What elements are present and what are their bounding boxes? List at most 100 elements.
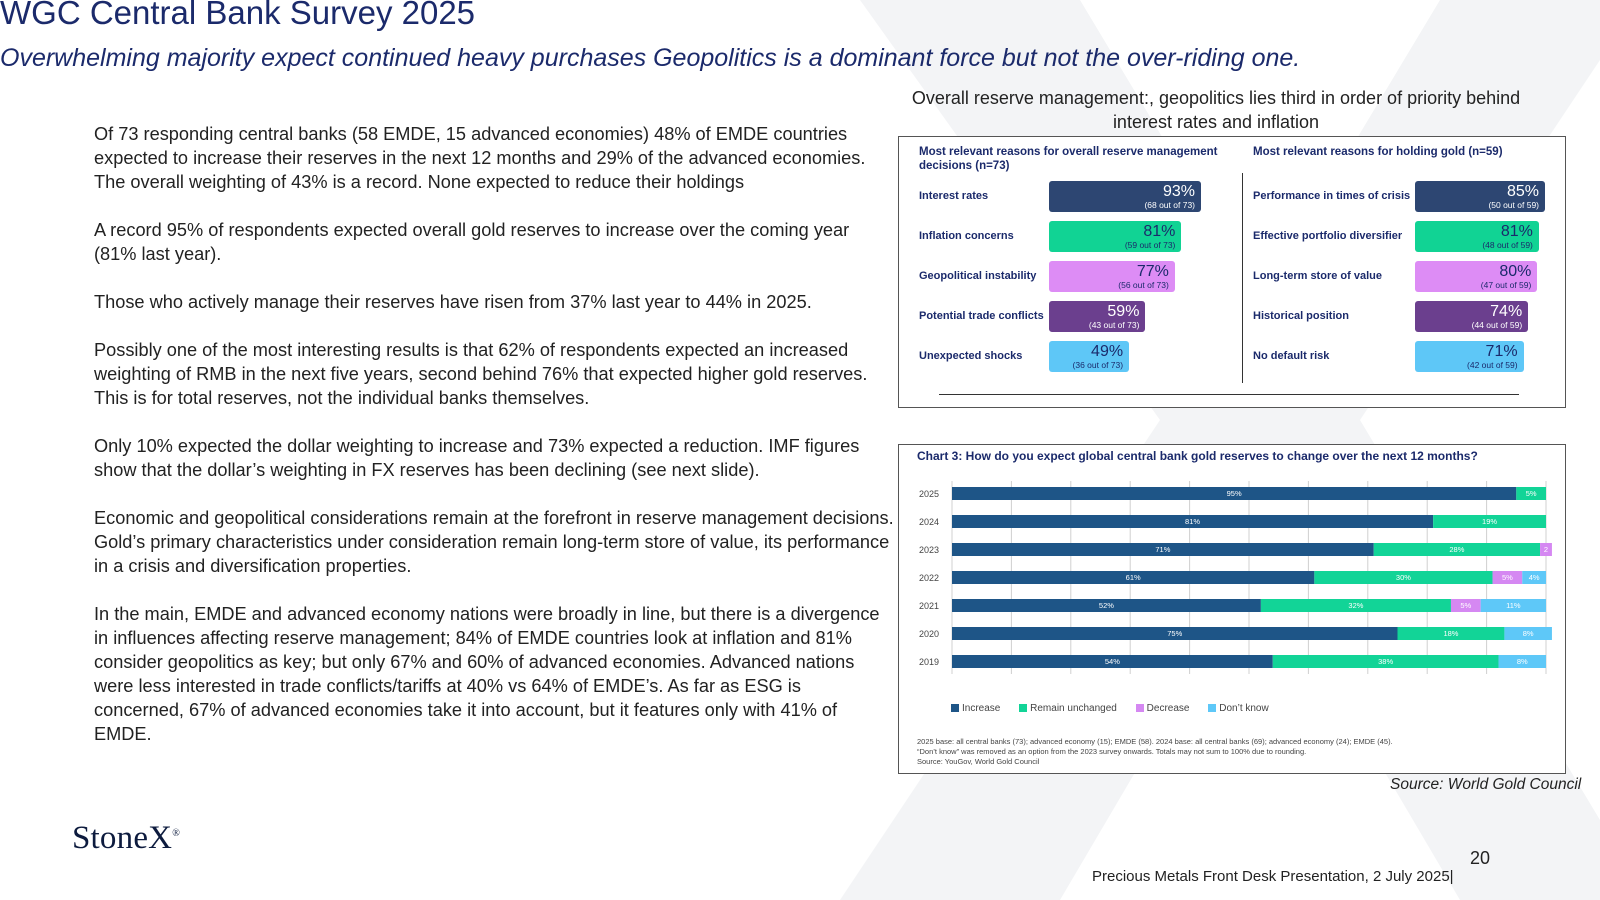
chart3-plot: 2025 95% 5% 2024 81% 19% 2023 71% 28% 2 2022 61% 30%… — [919, 481, 1552, 674]
reserve-reason-bar: 93% (68 out of 73) — [1049, 181, 1201, 212]
stacked-bar-segment — [1373, 543, 1541, 556]
reserve-reason-bar: 59% (43 out of 73) — [1049, 301, 1146, 332]
paragraph: Those who actively manage their reserves… — [94, 292, 812, 312]
footer-presentation: Precious Metals Front Desk Presentation,… — [1092, 868, 1454, 885]
segment-value-label: 4% — [1529, 573, 1540, 582]
reserve-reasons-title: Most relevant reasons for overall reserv… — [919, 146, 1218, 172]
year-tick-label: 2021 — [919, 601, 939, 611]
stacked-bar-segment — [1498, 655, 1546, 668]
segment-value-label: 18% — [1443, 629, 1458, 638]
bar-count-label: (47 out of 59) — [1480, 280, 1532, 290]
gold-reason-bar: 71% (42 out of 59) — [1415, 341, 1524, 372]
reserve-reason-label: Inflation concerns — [919, 230, 1014, 242]
reserve-reason-bar: 81% (59 out of 73) — [1049, 221, 1182, 252]
bar-value-label: 49% — [1091, 343, 1124, 360]
legend-item: Decrease — [1135, 703, 1190, 714]
stacked-bar-segment — [1433, 515, 1546, 528]
page-number: 20 — [1470, 848, 1491, 868]
paragraph: In the main, EMDE and advanced economy n… — [94, 604, 880, 744]
legend-swatch — [1019, 704, 1028, 713]
legend-swatch — [951, 704, 959, 713]
chart3-legend: Increase Remain unchanged Decrease Don’t… — [951, 703, 1285, 714]
gold-reason-bar: 74% (44 out of 59) — [1415, 301, 1529, 332]
stacked-bar-segment — [1492, 571, 1523, 584]
paragraph: Only 10% expected the dollar weighting t… — [94, 436, 860, 480]
year-tick-label: 2023 — [919, 545, 939, 555]
year-tick-label: 2020 — [919, 629, 939, 639]
gold-reason-bar: 81% (48 out of 59) — [1415, 221, 1539, 252]
chart3-notes: 2025 base: all central banks (73); advan… — [917, 737, 1393, 767]
stacked-bar-segment — [1522, 571, 1546, 584]
segment-value-label: 71% — [1155, 545, 1170, 554]
bar-value-label: 93% — [1162, 183, 1195, 200]
legend-item: Don’t know — [1208, 703, 1269, 714]
chart3-note: “Don’t know” was removed as an option fr… — [917, 747, 1307, 756]
stonex-logo: StoneX® — [72, 820, 180, 857]
gold-reason-label: Performance in times of crisis — [1253, 190, 1411, 202]
stacked-bar-segment — [1397, 627, 1505, 640]
legend-label: Decrease — [1146, 703, 1190, 714]
reserve-caption: Overall reserve management:, geopolitics… — [911, 88, 1521, 132]
segment-value-label: 30% — [1396, 573, 1411, 582]
segment-value-label: 19% — [1482, 517, 1497, 526]
bar-value-label: 74% — [1490, 303, 1523, 320]
bar-count-label: (50 out of 59) — [1488, 200, 1539, 210]
page-title: WGC Central Bank Survey 2025 — [0, 0, 476, 31]
body-text: Of 73 responding central banks (58 EMDE,… — [94, 122, 894, 770]
segment-value-label: 81% — [1185, 517, 1200, 526]
bar-count-label: (48 out of 59) — [1482, 240, 1533, 250]
stacked-bar-segment — [1260, 599, 1451, 612]
chart3-note: 2025 base: all central banks (73); advan… — [917, 737, 1393, 746]
legend-swatch — [1135, 704, 1144, 713]
bar-value-label: 77% — [1136, 263, 1169, 280]
segment-value-label: 54% — [1105, 657, 1120, 666]
bar-value-label: 71% — [1485, 343, 1518, 360]
bar-count-label: (44 out of 59) — [1471, 320, 1523, 330]
logo-text: StoneX — [72, 820, 173, 856]
bar-value-label: 59% — [1107, 303, 1140, 320]
gold-reason-bar: 85% (50 out of 59) — [1415, 181, 1545, 212]
stacked-bar-segment — [1272, 655, 1499, 668]
reserve-reason-label: Geopolitical instability — [919, 270, 1037, 282]
segment-value-label: 2 — [1544, 545, 1548, 554]
stacked-bar-segment — [952, 571, 1315, 584]
paragraph: A record 95% of respondents expected ove… — [94, 220, 850, 264]
stacked-bar-segment — [1480, 599, 1546, 612]
stacked-bar-segment — [952, 515, 1434, 528]
year-tick-label: 2025 — [919, 489, 939, 499]
legend-label: Don’t know — [1219, 703, 1269, 714]
paragraph: Possibly one of the most interesting res… — [94, 340, 868, 408]
bar-value-label: 81% — [1500, 223, 1533, 240]
stacked-bar-segment — [952, 599, 1261, 612]
bar-count-label: (42 out of 59) — [1467, 360, 1518, 370]
bar-count-label: (36 out of 73) — [1072, 360, 1124, 370]
bar-value-label: 80% — [1499, 263, 1532, 280]
stacked-bar-segment — [952, 543, 1374, 556]
segment-value-label: 32% — [1348, 601, 1363, 610]
bar-count-label: (59 out of 73) — [1124, 240, 1176, 250]
gold-reason-label: Long-term store of value — [1253, 270, 1382, 282]
segment-value-label: 52% — [1099, 601, 1114, 610]
segment-value-label: 8% — [1517, 657, 1528, 666]
stacked-bar-segment — [1504, 627, 1552, 640]
gold-reasons-title: Most relevant reasons for holding gold (… — [1253, 146, 1503, 158]
year-tick-label: 2024 — [919, 517, 939, 527]
paragraph: Of 73 responding central banks (58 EMDE,… — [94, 124, 866, 192]
source-note: Source: World Gold Council — [1390, 776, 1582, 793]
reserve-reason-label: Interest rates — [919, 190, 989, 202]
segment-value-label: 5% — [1502, 573, 1513, 582]
bar-count-label: (68 out of 73) — [1144, 200, 1195, 210]
page-subtitle: Overwhelming majority expect continued h… — [0, 44, 1301, 72]
reserve-reason-bar: 77% (56 out of 73) — [1049, 261, 1175, 292]
logo-mark: ® — [172, 828, 181, 839]
reserve-reason-label: Potential trade conflicts — [919, 310, 1044, 322]
chart3-title: Chart 3: How do you expect global centra… — [917, 449, 1478, 463]
year-tick-label: 2019 — [919, 657, 939, 667]
reasons-panel: Most relevant reasons for overall reserv… — [898, 136, 1566, 408]
reserve-reason-label: Unexpected shocks — [919, 350, 1023, 362]
gold-reason-label: No default risk — [1253, 350, 1330, 362]
legend-item: Remain unchanged — [1019, 703, 1117, 714]
legend-label: Increase — [962, 703, 1001, 714]
stacked-bar-segment — [1540, 543, 1552, 556]
bar-count-label: (43 out of 73) — [1088, 320, 1140, 330]
